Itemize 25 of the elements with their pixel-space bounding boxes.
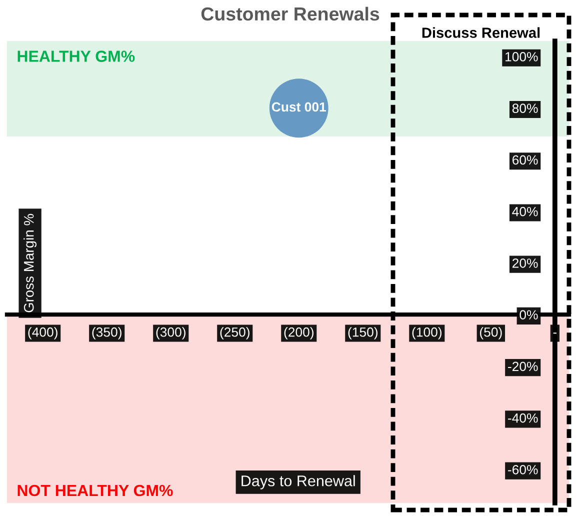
y-tick-label: 0% <box>520 310 538 320</box>
x-tick-label: (300) <box>156 327 186 340</box>
x-tick-label: - <box>553 332 557 334</box>
x-tick-label: (150) <box>348 327 378 340</box>
y-tick-label: 40% <box>512 206 538 216</box>
y-axis-title: Gross Margin % <box>24 214 37 312</box>
band-label: HEALTHY GM% <box>18 50 135 62</box>
y-tick-label: -60% <box>508 465 538 474</box>
band-label: NOT HEALTHY GM% <box>18 484 173 496</box>
text: Discuss Renewal <box>422 27 540 38</box>
y-tick-label: 80% <box>512 104 538 114</box>
x-tick-label: (400) <box>28 327 58 340</box>
x-tick-label: (350) <box>92 327 122 340</box>
x-tick-label: (250) <box>220 327 250 340</box>
y-tick-label: 60% <box>512 155 538 165</box>
chart-title: Customer Renewals <box>201 6 380 21</box>
x-axis-title: Days to Renewal <box>242 475 355 490</box>
x-tick-label: (200) <box>284 327 314 340</box>
x-tick-label: (100) <box>412 327 442 340</box>
series-label: Cust 001 <box>272 102 326 112</box>
x-tick-label: (50) <box>480 327 502 340</box>
y-tick-label: 20% <box>512 258 538 268</box>
y-tick-label: 100% <box>506 52 538 62</box>
y-tick-label: -20% <box>508 362 538 372</box>
y-tick-label: -40% <box>508 413 538 423</box>
